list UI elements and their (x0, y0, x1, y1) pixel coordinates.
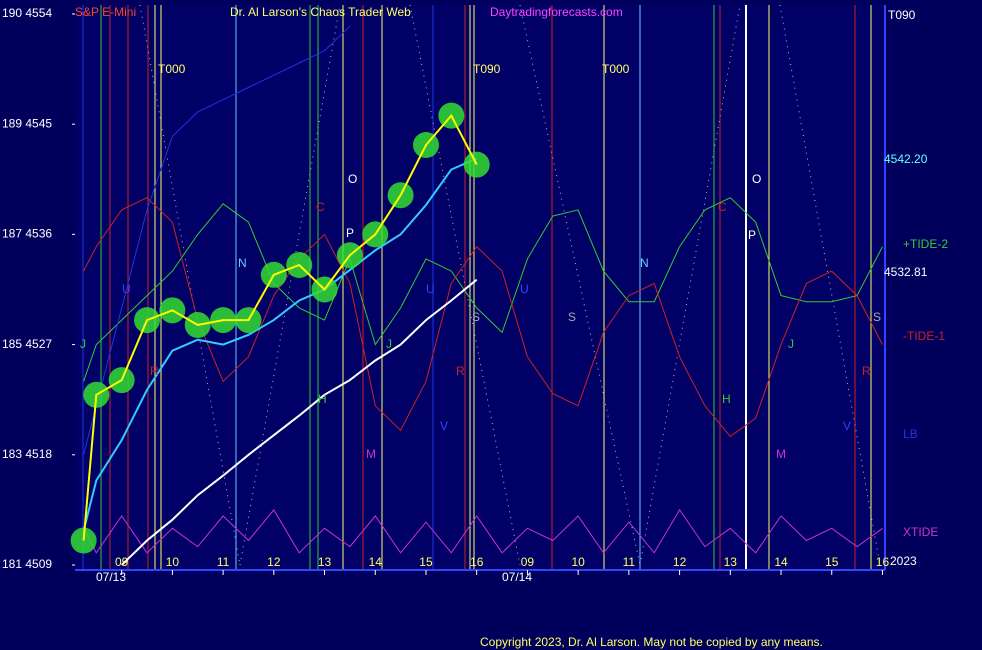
x-tick-label: 12 (673, 555, 687, 569)
legend-label: LB (903, 427, 918, 441)
y-tick-label: 183 4518 (2, 447, 52, 461)
annotation: M (366, 447, 376, 461)
legend-label: XTIDE (903, 525, 938, 539)
x-tick-label: 11 (623, 555, 636, 569)
series-line (83, 25, 351, 455)
y-tick-label: 189 4545 (2, 116, 52, 130)
y-tick-label: 181 4509 (2, 557, 52, 571)
price-blob (70, 527, 97, 554)
x-tick-label: 16 (876, 555, 890, 569)
y-tick-label: 187 4536 (2, 227, 52, 241)
series-line (83, 197, 883, 382)
series-line (82, 157, 478, 531)
series-line (83, 508, 883, 554)
annotation: T090 (473, 62, 501, 76)
copyright: Copyright 2023, Dr. Al Larson. May not b… (480, 635, 823, 649)
annotation: U (122, 282, 131, 296)
legend-label: +TIDE-2 (903, 237, 948, 251)
annotation: O (348, 172, 357, 186)
x-tick-label: 11 (217, 555, 230, 569)
dotted-line (239, 4, 341, 566)
annotation: R (456, 364, 465, 378)
annotation: S (472, 310, 480, 324)
annotation: J (80, 337, 86, 351)
x-tick-label: 13 (724, 555, 738, 569)
dotted-line (639, 4, 741, 566)
annotation: U (426, 282, 435, 296)
x-tick-label: 09 (521, 555, 535, 569)
annotation: P (748, 228, 756, 242)
annotation: M (776, 447, 786, 461)
dotted-lines (139, 4, 881, 566)
x-tick-label: 15 (825, 555, 839, 569)
annotation: S (873, 310, 881, 324)
annotation: J (788, 337, 794, 351)
annotation: P (346, 226, 354, 240)
x-tick-label: 12 (267, 555, 281, 569)
x-tick-label: 14 (369, 555, 383, 569)
annotation: H (318, 392, 327, 406)
chart-title: Dr. Al Larson's Chaos Trader Web (230, 5, 411, 19)
annotation: U (520, 282, 529, 296)
plot: 190 4554 189 4545 187 4536 185 4527 183 4518… (2, 6, 948, 575)
annotation: C (718, 200, 727, 214)
y-tick-label: 185 4527 (2, 337, 52, 351)
annotation: T000 (158, 62, 186, 76)
annotation: O (752, 172, 761, 186)
annotation: S (568, 310, 576, 324)
last-value-label: 4532.81 (884, 265, 928, 279)
annotation: N (640, 256, 649, 270)
dotted-line (139, 4, 241, 566)
last-value-label: 4542.20 (884, 152, 928, 166)
annotation: T000 (602, 62, 630, 76)
x-tick-label: 16 (470, 555, 484, 569)
annotation: V (440, 419, 448, 433)
legend-label: -TIDE-1 (903, 329, 945, 343)
x-tick-label: 09 (115, 555, 129, 569)
annotation: J (386, 337, 392, 351)
y-tick-label: 190 4554 (2, 6, 52, 20)
annotation: R (862, 364, 871, 378)
price-blob (463, 151, 490, 178)
plot-area (75, 5, 885, 570)
x-tick-label: 15 (419, 555, 433, 569)
series-line (121, 278, 478, 566)
date-label: 07/13 (96, 570, 126, 584)
annotation: C (316, 200, 325, 214)
site-name: Daytradingforecasts.com (490, 5, 623, 19)
year-label: 2023 (890, 554, 917, 568)
x-tick-label: 13 (318, 555, 332, 569)
dotted-line (779, 4, 881, 566)
chart-symbol: S&P E-Mini (75, 5, 136, 19)
corner-label: T090 (888, 8, 916, 22)
annotation: V (843, 419, 851, 433)
x-tick-label: 10 (166, 555, 180, 569)
annotation: H (722, 392, 731, 406)
annotation: N (238, 256, 247, 270)
date-label: 07/14 (502, 570, 532, 584)
series-line (82, 113, 478, 541)
x-tick-label: 14 (774, 555, 788, 569)
x-tick-label: 10 (571, 555, 585, 569)
annotation: R (150, 364, 159, 378)
